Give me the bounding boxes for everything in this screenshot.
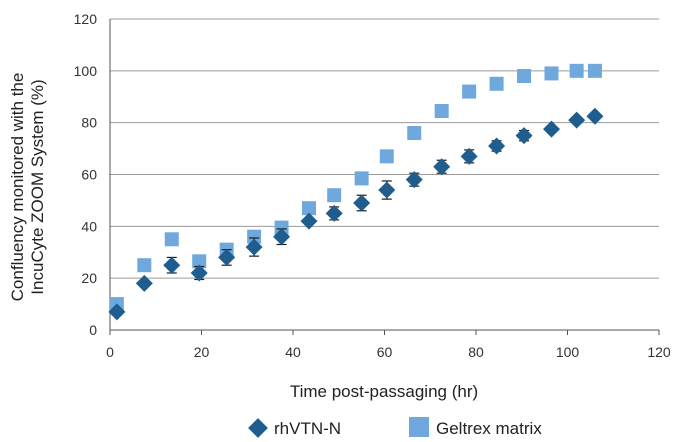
y-tick-label-100: 100: [74, 63, 98, 79]
geltrex-point-18: [587, 63, 602, 78]
rhvtn-point-12: [433, 158, 451, 176]
series-rhvtn-n: [108, 107, 604, 321]
y-tick-label-40: 40: [81, 218, 97, 234]
data-series: [108, 63, 604, 321]
geltrex-point-2: [164, 232, 179, 247]
geltrex-point-11: [407, 126, 422, 141]
rhvtn-point-8: [325, 204, 343, 222]
rhvtn-point-13: [460, 147, 478, 165]
y-axis-title: Confluency monitored with the IncuCyte Z…: [8, 73, 47, 302]
rhvtn-point-1: [135, 274, 153, 292]
rhvtn-point-18: [586, 107, 604, 125]
y-tick-label-80: 80: [81, 115, 97, 131]
geltrex-point-12: [434, 104, 449, 119]
y-tick-labels: 0 20 40 60 80 100 120: [74, 11, 98, 338]
rhvtn-point-0: [108, 303, 126, 321]
axes: [109, 19, 660, 335]
geltrex-point-7: [302, 201, 317, 216]
legend-label-geltrex-matrix: Geltrex matrix: [436, 419, 542, 438]
rhvtn-point-14: [488, 137, 506, 155]
y-axis-title-line-1: Confluency monitored with the: [8, 73, 27, 302]
x-tick-label-0: 0: [106, 344, 114, 360]
geltrex-point-3: [192, 254, 207, 269]
geltrex-point-10: [379, 149, 394, 164]
geltrex-point-13: [462, 84, 477, 99]
geltrex-point-17: [569, 63, 584, 78]
geltrex-point-8: [327, 188, 342, 203]
y-axis-title-line-2: IncuCyte ZOOM System (%): [28, 79, 47, 294]
grid-lines: [110, 18, 659, 279]
x-tick-label-120: 120: [647, 344, 671, 360]
legend-diamond-marker: [248, 418, 268, 438]
y-tick-label-0: 0: [89, 322, 97, 338]
series-geltrex-matrix: [109, 63, 602, 312]
legend-item-rhvtn-n: rhVTN-N: [248, 418, 341, 438]
x-tick-label-100: 100: [556, 344, 580, 360]
geltrex-point-6: [274, 220, 289, 235]
rhvtn-point-11: [405, 171, 423, 189]
y-tick-label-60: 60: [81, 167, 97, 183]
x-tick-labels: 0 20 40 60 80 100 120: [106, 344, 671, 360]
geltrex-point-16: [544, 66, 559, 81]
geltrex-point-14: [489, 76, 504, 91]
legend: rhVTN-N Geltrex matrix: [248, 417, 542, 438]
geltrex-point-15: [517, 69, 532, 84]
rhvtn-point-5: [245, 238, 263, 256]
x-tick-label-80: 80: [468, 344, 484, 360]
rhvtn-point-7: [300, 212, 318, 230]
x-tick-label-40: 40: [285, 344, 301, 360]
rhvtn-point-3: [190, 264, 208, 282]
x-axis-title: Time post-passaging (hr): [290, 382, 478, 401]
legend-square-marker: [409, 417, 429, 437]
geltrex-point-9: [354, 171, 369, 186]
rhvtn-point-10: [378, 181, 396, 199]
rhvtn-point-4: [218, 248, 236, 266]
geltrex-point-5: [247, 229, 262, 244]
rhvtn-point-16: [542, 120, 560, 138]
geltrex-point-1: [137, 258, 152, 273]
y-tick-label-120: 120: [74, 11, 98, 27]
rhvtn-point-6: [273, 228, 291, 246]
x-tick-label-20: 20: [194, 344, 210, 360]
rhvtn-point-15: [515, 127, 533, 145]
rhvtn-point-2: [163, 256, 181, 274]
legend-label-rhvtn-n: rhVTN-N: [274, 419, 341, 438]
x-tick-label-60: 60: [377, 344, 393, 360]
rhvtn-point-9: [353, 194, 371, 212]
legend-item-geltrex-matrix: Geltrex matrix: [409, 417, 542, 438]
y-tick-label-20: 20: [81, 270, 97, 286]
rhvtn-point-17: [568, 111, 586, 129]
